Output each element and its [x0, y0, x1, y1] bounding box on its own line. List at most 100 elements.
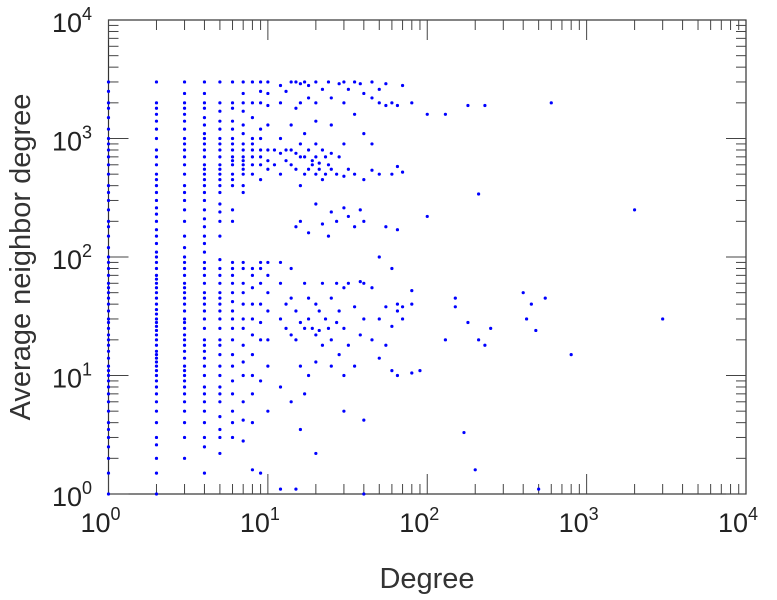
- data-point: [154, 349, 159, 353]
- data-point: [230, 163, 235, 167]
- data-point: [362, 177, 366, 182]
- data-point: [241, 131, 245, 136]
- data-point: [202, 155, 207, 159]
- y-tick-label: 102: [52, 241, 92, 275]
- data-point: [390, 266, 394, 271]
- data-point: [352, 80, 357, 84]
- data-point: [106, 338, 111, 342]
- data-point: [106, 234, 111, 238]
- data-point: [154, 206, 159, 210]
- data-point: [258, 266, 263, 271]
- data-point: [230, 326, 235, 330]
- data-point: [106, 219, 111, 223]
- data-point: [241, 343, 245, 347]
- data-point: [314, 451, 318, 456]
- data-point: [250, 163, 255, 167]
- data-point: [106, 343, 111, 347]
- data-point: [202, 343, 207, 347]
- data-point: [154, 302, 159, 306]
- axis-ticks: [108, 20, 746, 495]
- data-point: [230, 317, 235, 321]
- data-point: [390, 324, 394, 328]
- data-point: [230, 266, 235, 271]
- data-point: [182, 368, 187, 373]
- data-point: [278, 487, 283, 491]
- data-point: [182, 343, 187, 347]
- data-point: [294, 309, 298, 313]
- data-point: [329, 210, 333, 214]
- x-tick-label: 101: [240, 504, 280, 538]
- data-point: [298, 427, 303, 432]
- data-point: [294, 338, 298, 342]
- data-point: [218, 136, 222, 141]
- data-point: [182, 91, 187, 96]
- data-point: [320, 222, 325, 226]
- data-point: [258, 471, 263, 475]
- data-point: [154, 471, 159, 475]
- data-point: [230, 80, 235, 84]
- data-point: [202, 101, 207, 105]
- data-point: [400, 83, 405, 88]
- data-point: [284, 89, 288, 93]
- data-point: [306, 96, 311, 100]
- data-point: [314, 155, 318, 159]
- data-point: [329, 364, 333, 368]
- data-point: [342, 142, 346, 146]
- data-point: [294, 80, 298, 84]
- data-point: [182, 364, 187, 368]
- data-point: [453, 296, 457, 300]
- data-points: [106, 80, 665, 496]
- data-point: [230, 353, 235, 357]
- data-point: [154, 343, 159, 347]
- data-point: [218, 177, 222, 182]
- data-point: [410, 302, 414, 306]
- data-point: [230, 119, 235, 123]
- data-point: [489, 326, 493, 330]
- data-point: [524, 317, 529, 321]
- data-point: [202, 136, 207, 141]
- data-point: [106, 435, 111, 440]
- data-point: [241, 163, 245, 167]
- data-point: [289, 296, 293, 300]
- data-point: [329, 96, 333, 100]
- data-point: [320, 281, 325, 285]
- data-point: [317, 167, 321, 171]
- data-point: [278, 281, 283, 285]
- data-point: [329, 123, 333, 127]
- data-point: [323, 172, 328, 176]
- data-point: [346, 167, 350, 171]
- data-point: [106, 385, 111, 389]
- data-point: [266, 91, 270, 96]
- data-point: [230, 127, 235, 131]
- data-point: [154, 353, 159, 357]
- data-point: [202, 445, 207, 449]
- data-point: [400, 305, 405, 309]
- data-point: [182, 349, 187, 353]
- data-point: [202, 364, 207, 368]
- data-point: [106, 445, 111, 449]
- data-point: [218, 163, 222, 167]
- data-point: [182, 409, 187, 413]
- data-point: [154, 317, 159, 321]
- data-point: [278, 385, 283, 389]
- data-point: [377, 255, 381, 259]
- x-tick-label: 103: [559, 504, 599, 538]
- data-point: [258, 281, 263, 285]
- data-point: [202, 163, 207, 167]
- data-point: [278, 136, 283, 141]
- data-point: [218, 119, 222, 123]
- data-point: [473, 468, 477, 472]
- data-point: [218, 291, 222, 295]
- data-point: [320, 87, 325, 91]
- data-point: [284, 326, 288, 330]
- data-point: [218, 155, 222, 159]
- data-point: [258, 379, 263, 383]
- data-point: [352, 112, 357, 116]
- data-point: [182, 392, 187, 396]
- data-point: [218, 281, 222, 285]
- data-point: [346, 343, 350, 347]
- data-point: [106, 142, 111, 146]
- data-point: [182, 234, 187, 238]
- data-point: [329, 338, 333, 342]
- data-point: [230, 159, 235, 163]
